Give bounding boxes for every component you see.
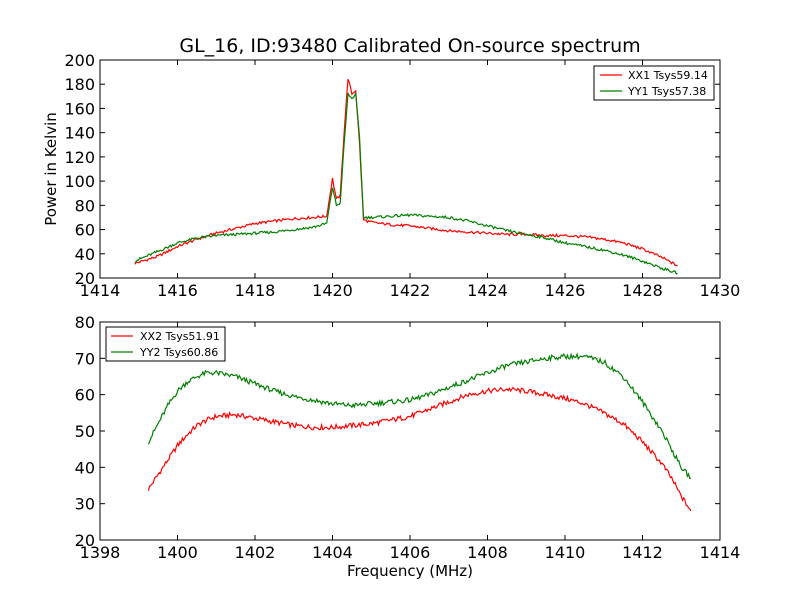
top-y-tick-label: 120 — [64, 148, 95, 167]
bottom-x-tick-label: 1408 — [467, 543, 508, 562]
top-x-tick-label: 1422 — [390, 281, 431, 300]
top-legend-label-2: YY1 Tsys57.38 — [627, 85, 706, 98]
bottom-y-tick-label: 70 — [75, 349, 95, 368]
bottom-x-tick-label: 1398 — [80, 543, 121, 562]
top-tick-group: 1414 1416 1418 1420 1422 1424 1426 1428 1430 20 40… — [64, 51, 740, 300]
top-x-tick-label: 1416 — [157, 281, 198, 300]
top-x-tick-label: 1426 — [545, 281, 586, 300]
bottom-x-tick-label: 1414 — [700, 543, 741, 562]
bottom-y-tick-label: 20 — [75, 531, 95, 550]
bottom-x-tick-label: 1410 — [545, 543, 586, 562]
top-series-line-1 — [134, 78, 678, 267]
top-y-tick-label: 200 — [64, 51, 95, 70]
top-y-axis-label: Power in Kelvin — [42, 112, 60, 226]
top-x-tick-label: 1430 — [700, 281, 741, 300]
bottom-legend-box — [105, 326, 226, 362]
top-y-tick-label: 100 — [64, 172, 95, 191]
bottom-tick-group: 1398 1400 1402 1404 1406 1408 1410 1412 1414 20 30… — [75, 313, 741, 562]
bottom-y-tick-label: 30 — [75, 495, 95, 514]
top-legend-label-1: XX1 Tsys59.14 — [628, 69, 708, 82]
top-x-tick-label: 1414 — [80, 281, 121, 300]
bottom-series-line-1 — [147, 386, 692, 512]
bottom-x-tick-label: 1406 — [390, 543, 431, 562]
bottom-y-tick-label: 60 — [75, 386, 95, 405]
bottom-y-tick-label: 50 — [75, 422, 95, 441]
bottom-y-tick-label: 80 — [75, 313, 95, 332]
bottom-x-tick-label: 1412 — [622, 543, 663, 562]
bottom-series-group — [147, 352, 692, 512]
top-y-tick-label: 60 — [75, 221, 95, 240]
top-x-tick-label: 1418 — [235, 281, 276, 300]
top-y-tick-label: 160 — [64, 99, 95, 118]
bottom-legend: XX2 Tsys51.91 YY2 Tsys60.86 — [105, 326, 226, 362]
bottom-x-tick-label: 1404 — [312, 543, 353, 562]
top-x-tick-label: 1424 — [467, 281, 508, 300]
top-panel: 1414 1416 1418 1420 1422 1424 1426 1428 1430 20 40… — [42, 51, 740, 300]
bottom-legend-label-1: XX2 Tsys51.91 — [140, 330, 220, 343]
top-y-tick-label: 180 — [64, 75, 95, 94]
bottom-legend-label-2: YY2 Tsys60.86 — [139, 346, 218, 359]
top-legend: XX1 Tsys59.14 YY1 Tsys57.38 — [593, 65, 715, 101]
top-legend-box — [593, 65, 715, 101]
top-y-tick-label: 40 — [75, 245, 95, 264]
top-y-tick-label: 20 — [75, 269, 95, 288]
top-x-tick-label: 1428 — [622, 281, 663, 300]
bottom-y-tick-label: 40 — [75, 458, 95, 477]
figure-title: GL_16, ID:93480 Calibrated On-source spe… — [179, 35, 640, 57]
top-y-tick-label: 140 — [64, 124, 95, 143]
bottom-x-axis-label: Frequency (MHz) — [347, 562, 473, 580]
bottom-x-tick-label: 1402 — [235, 543, 276, 562]
top-series-group — [134, 78, 678, 275]
top-series-line-2 — [134, 92, 678, 275]
bottom-panel: 1398 1400 1402 1404 1406 1408 1410 1412 1414 20 30… — [75, 313, 741, 580]
top-y-tick-label: 80 — [75, 196, 95, 215]
bottom-series-line-2 — [147, 352, 691, 480]
bottom-x-tick-label: 1400 — [157, 543, 198, 562]
top-x-tick-label: 1420 — [312, 281, 353, 300]
